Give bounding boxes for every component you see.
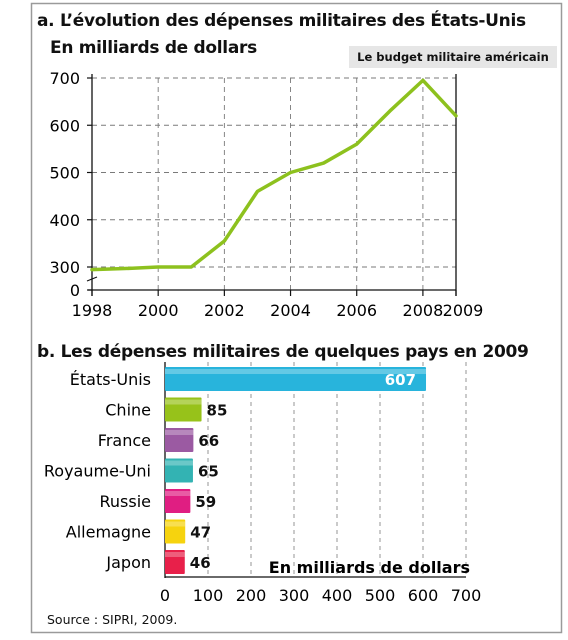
x-tick-label: 300 — [279, 586, 310, 605]
data-label: 59 — [195, 493, 216, 511]
x-tick-label: 200 — [236, 586, 267, 605]
bar-highlight — [165, 430, 194, 435]
x-tick-label: 0 — [160, 586, 170, 605]
data-label: 47 — [190, 524, 211, 542]
data-label: 65 — [198, 463, 219, 481]
x-tick-label: 700 — [451, 586, 482, 605]
category-label: France — [98, 431, 151, 450]
chart-a-title: a. L’évolution des dépenses militaires d… — [37, 11, 526, 31]
bar — [165, 519, 186, 544]
y-tick-label: 300 — [49, 258, 80, 277]
x-tick-label: 2000 — [138, 301, 179, 320]
x-tick-label: 2008 — [403, 301, 444, 320]
source-note: Source : SIPRI, 2009. — [47, 612, 178, 627]
bar-highlight — [165, 369, 427, 374]
axis-break-mark — [86, 276, 98, 282]
bar-highlight — [165, 552, 185, 557]
chart-a-subtitle: En milliards de dollars — [50, 38, 257, 58]
bar-highlight — [165, 460, 193, 466]
category-label: États-Unis — [70, 370, 151, 389]
bar — [165, 367, 427, 391]
y-tick-label: 500 — [49, 164, 80, 183]
bar — [165, 550, 185, 574]
x-tick-label: 1998 — [72, 301, 113, 320]
x-tick-label: 600 — [408, 586, 439, 605]
data-label: 85 — [207, 402, 228, 420]
x-tick-label: 2009 — [443, 301, 484, 320]
y-tick-label: 0 — [70, 281, 80, 300]
data-label: 607 — [385, 371, 416, 389]
category-label: Chine — [105, 401, 151, 420]
bar-highlight — [165, 491, 191, 496]
x-tick-label: 2004 — [270, 301, 311, 320]
bar-highlight — [165, 521, 186, 527]
figure-border — [30, 2, 563, 634]
data-label: 46 — [190, 554, 211, 572]
x-tick-label: 2006 — [336, 301, 377, 320]
x-axis-unit-label: En milliards de dollars — [269, 558, 470, 577]
x-tick-label: 400 — [322, 586, 353, 605]
category-label: Royaume-Uni — [44, 462, 151, 481]
category-label: Allemagne — [66, 523, 151, 542]
y-tick-label: 400 — [49, 211, 80, 230]
caption-tag: Le budget militaire américain — [349, 46, 557, 68]
series-line — [90, 78, 458, 272]
x-tick-label: 2002 — [204, 301, 245, 320]
bar — [165, 428, 194, 452]
bar — [165, 397, 202, 422]
bar — [165, 458, 193, 483]
y-tick-label: 600 — [49, 116, 80, 135]
category-label: Russie — [100, 492, 152, 511]
category-label: Japon — [105, 553, 151, 572]
y-tick-label: 700 — [49, 69, 80, 88]
x-tick-label: 100 — [193, 586, 224, 605]
bar-highlight — [165, 399, 202, 405]
x-tick-label: 500 — [365, 586, 396, 605]
chart-b-title: b. Les dépenses militaires de quelques p… — [37, 342, 529, 362]
bar — [165, 489, 191, 513]
data-label: 66 — [198, 432, 219, 450]
